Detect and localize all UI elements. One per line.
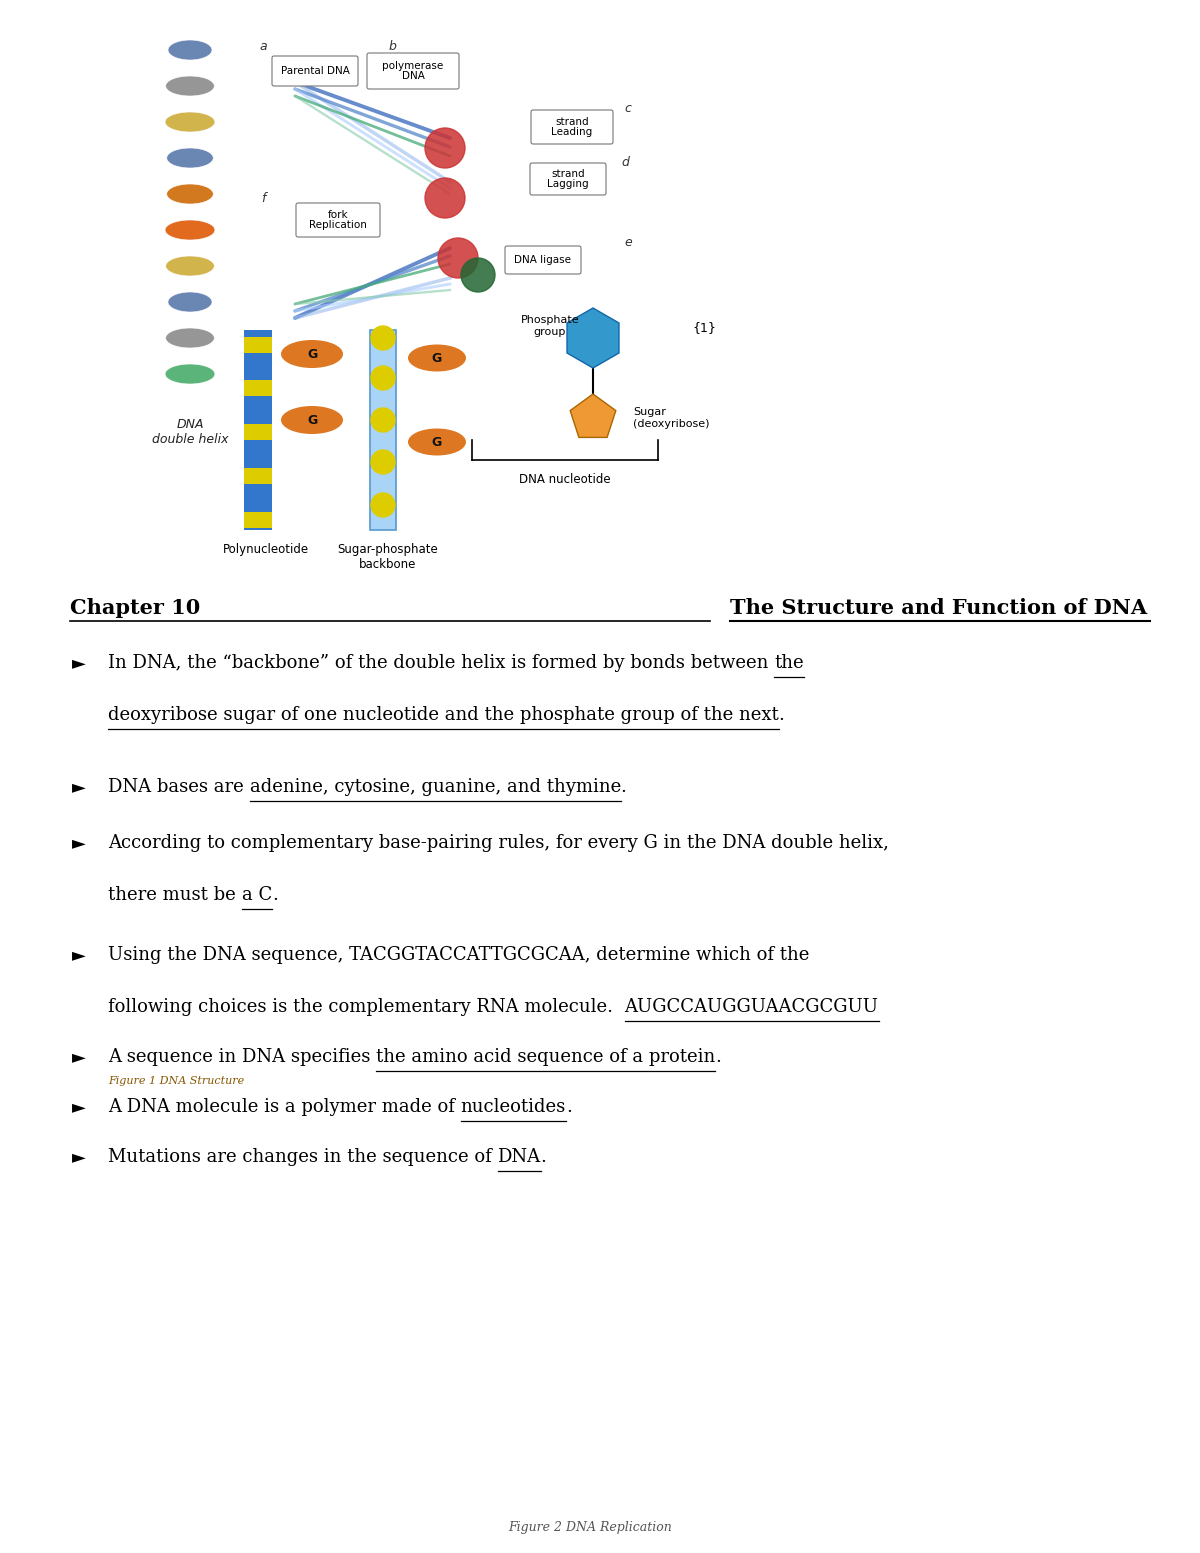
Text: .: . — [620, 778, 626, 797]
Text: A sequence in DNA specifies: A sequence in DNA specifies — [108, 1048, 376, 1065]
Ellipse shape — [166, 221, 215, 241]
Text: deoxyribose sugar of one nucleotide and the phosphate group of the next: deoxyribose sugar of one nucleotide and … — [108, 707, 779, 724]
Ellipse shape — [281, 340, 343, 368]
Circle shape — [438, 238, 478, 278]
Ellipse shape — [166, 363, 215, 384]
Text: b: b — [388, 40, 396, 53]
Text: Using the DNA sequence, TACGGTACCATTGCGCAA, determine which of the: Using the DNA sequence, TACGGTACCATTGCGC… — [108, 946, 809, 964]
FancyBboxPatch shape — [370, 329, 396, 530]
Text: Replication: Replication — [310, 221, 367, 230]
Text: d: d — [622, 155, 629, 168]
Text: G: G — [307, 348, 317, 360]
Text: Mutations are changes in the sequence of: Mutations are changes in the sequence of — [108, 1148, 498, 1166]
Text: Figure 1 DNA Structure: Figure 1 DNA Structure — [108, 1076, 245, 1086]
Circle shape — [371, 492, 395, 517]
Text: Sugar-phosphate
backbone: Sugar-phosphate backbone — [337, 544, 438, 572]
Text: .: . — [541, 1148, 546, 1166]
FancyBboxPatch shape — [244, 512, 272, 528]
Text: According to complementary base-pairing rules, for every G in the DNA double hel: According to complementary base-pairing … — [108, 834, 889, 853]
Text: DNA: DNA — [498, 1148, 541, 1166]
FancyBboxPatch shape — [244, 380, 272, 396]
FancyBboxPatch shape — [530, 163, 606, 196]
Text: a: a — [259, 40, 266, 53]
Text: e: e — [624, 236, 632, 248]
Text: nucleotides: nucleotides — [461, 1098, 566, 1117]
Circle shape — [371, 326, 395, 349]
Ellipse shape — [281, 405, 343, 433]
FancyBboxPatch shape — [244, 337, 272, 353]
Text: DNA
double helix: DNA double helix — [151, 418, 228, 446]
Text: {1}: {1} — [692, 321, 716, 334]
Text: ►: ► — [72, 654, 86, 672]
FancyBboxPatch shape — [272, 56, 358, 85]
Circle shape — [371, 408, 395, 432]
Text: f: f — [260, 191, 265, 205]
Text: DNA nucleotide: DNA nucleotide — [520, 474, 611, 486]
Text: adenine, cytosine, guanine, and thymine: adenine, cytosine, guanine, and thymine — [250, 778, 620, 797]
Text: there must be: there must be — [108, 887, 241, 904]
Text: strand: strand — [551, 169, 584, 179]
Circle shape — [425, 127, 466, 168]
Text: AUGCCAUGGUAACGCGUU: AUGCCAUGGUAACGCGUU — [624, 999, 878, 1016]
Text: G: G — [432, 435, 442, 449]
FancyBboxPatch shape — [367, 53, 458, 89]
Text: G: G — [307, 413, 317, 427]
Ellipse shape — [408, 429, 466, 455]
Ellipse shape — [408, 345, 466, 371]
Text: polymerase: polymerase — [383, 61, 444, 71]
Circle shape — [461, 258, 496, 292]
Text: ►: ► — [72, 1148, 86, 1166]
Text: Lagging: Lagging — [547, 179, 589, 189]
Text: In DNA, the “backbone” of the double helix is formed by bonds between: In DNA, the “backbone” of the double hel… — [108, 654, 774, 672]
Ellipse shape — [166, 328, 215, 348]
Text: .: . — [271, 887, 277, 904]
Ellipse shape — [166, 256, 215, 276]
Text: fork: fork — [328, 210, 348, 221]
Ellipse shape — [167, 183, 214, 203]
FancyBboxPatch shape — [244, 424, 272, 439]
FancyBboxPatch shape — [244, 329, 272, 530]
Text: ►: ► — [72, 946, 86, 964]
Text: The Structure and Function of DNA: The Structure and Function of DNA — [730, 598, 1147, 618]
Circle shape — [425, 179, 466, 217]
Text: .: . — [779, 707, 785, 724]
Text: A DNA molecule is a polymer made of: A DNA molecule is a polymer made of — [108, 1098, 461, 1117]
Ellipse shape — [167, 148, 214, 168]
Text: Chapter 10: Chapter 10 — [70, 598, 200, 618]
Text: .: . — [715, 1048, 721, 1065]
Text: Leading: Leading — [551, 127, 593, 137]
Text: ►: ► — [72, 1098, 86, 1117]
Text: Figure 2 DNA Replication: Figure 2 DNA Replication — [508, 1520, 672, 1533]
Text: G: G — [432, 351, 442, 365]
Text: a C: a C — [241, 887, 271, 904]
Ellipse shape — [166, 76, 215, 96]
Text: c: c — [624, 101, 631, 115]
Ellipse shape — [168, 292, 212, 312]
Text: ►: ► — [72, 778, 86, 797]
Ellipse shape — [166, 112, 215, 132]
Ellipse shape — [168, 40, 212, 61]
Text: following choices is the complementary RNA molecule.: following choices is the complementary R… — [108, 999, 624, 1016]
Circle shape — [371, 367, 395, 390]
Text: Polynucleotide: Polynucleotide — [223, 544, 310, 556]
FancyBboxPatch shape — [244, 467, 272, 485]
Text: ►: ► — [72, 1048, 86, 1065]
Text: .: . — [566, 1098, 571, 1117]
Text: DNA: DNA — [402, 71, 425, 81]
Text: the: the — [774, 654, 804, 672]
Text: DNA ligase: DNA ligase — [515, 255, 571, 266]
Text: the amino acid sequence of a protein: the amino acid sequence of a protein — [376, 1048, 715, 1065]
Circle shape — [371, 450, 395, 474]
FancyBboxPatch shape — [296, 203, 380, 238]
Text: ►: ► — [72, 834, 86, 853]
Text: Sugar
(deoxyribose): Sugar (deoxyribose) — [634, 407, 709, 429]
Text: Parental DNA: Parental DNA — [281, 65, 349, 76]
Text: strand: strand — [556, 116, 589, 127]
Text: DNA bases are: DNA bases are — [108, 778, 250, 797]
FancyBboxPatch shape — [530, 110, 613, 144]
Text: Phosphate
group: Phosphate group — [521, 315, 580, 337]
FancyBboxPatch shape — [505, 245, 581, 273]
